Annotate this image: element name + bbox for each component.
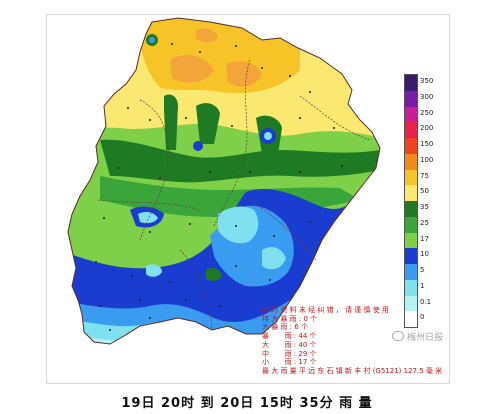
zone-dark-green-finger-2: [196, 103, 220, 144]
stats-line: 实 时 资 料 未 经 纠 错 ， 请 谨 慎 使 用: [262, 306, 389, 314]
legend-swatch: [405, 201, 417, 217]
legend-tick-label: 35: [420, 203, 429, 211]
figure-frame: [46, 14, 450, 384]
zone-cyan-spot-north: [264, 132, 272, 140]
stats-line: 中 雨 : 29 个: [262, 349, 317, 358]
zone-dark-green-finger-1: [164, 94, 178, 150]
legend-swatch: [405, 232, 417, 249]
zone-cyan-1: [218, 206, 259, 244]
stats-line: 暴 雨 : 44 个: [262, 332, 317, 341]
legend-tick-label: 5: [420, 266, 425, 274]
caption-day-unit-end: 日: [240, 396, 255, 411]
legend-swatch: [405, 248, 417, 264]
station-dots: [95, 43, 343, 331]
legend-tick-label: 150: [420, 140, 434, 148]
zone-orange-1: [170, 55, 214, 83]
legend-swatch: [405, 185, 417, 201]
legend-tick-label: 17: [420, 234, 429, 243]
caption-hour-end: 15: [259, 396, 280, 411]
stats-line: 最 大 雨 量 平 远 东 石 镇 新 丰 村 (G5121) 127.5 毫 …: [262, 366, 443, 375]
stats-line: 大 暴 雨 : 6 个: [262, 323, 308, 332]
stats-line: 大 雨 : 40 个: [262, 340, 317, 349]
caption-day-end: 20: [220, 396, 241, 411]
caption-minute: 35: [299, 396, 320, 411]
legend-swatch: [405, 279, 417, 296]
caption-title: 雨 量: [339, 396, 373, 411]
map-caption: 19日 20时 到 20日 15时 35分 雨 量: [0, 392, 494, 411]
legend-swatch: [405, 138, 417, 154]
zone-blue-spot-center: [193, 141, 203, 151]
zone-dark-green-band: [100, 139, 380, 183]
rainfall-statistics: 实 时 资 料 未 经 纠 错 ， 请 谨 慎 使 用特 大 暴 雨 : 0 个…: [262, 306, 442, 376]
zone-cyan-spot-west: [138, 211, 158, 224]
caption-hour-unit-end: 时: [279, 396, 294, 411]
zone-orange-3: [196, 28, 218, 43]
legend-tick-label: 0: [420, 313, 425, 322]
legend-tick-label: 25: [420, 218, 429, 227]
legend-tick-label: 0.1: [420, 297, 432, 306]
stats-line: 小 雨 : 17 个: [262, 358, 317, 367]
legend-swatch: [405, 75, 417, 91]
caption-day-unit-start: 日: [141, 396, 156, 411]
rainfall-zones: [68, 18, 380, 344]
legend-swatch: [405, 264, 417, 280]
caption-minute-unit: 分: [319, 396, 334, 411]
legend-swatch: [405, 122, 417, 138]
legend-tick-label: 1: [420, 281, 425, 290]
legend-tick-label: 250: [420, 108, 434, 117]
caption-to: 到: [200, 396, 215, 411]
legend-swatch: [405, 311, 417, 327]
legend-tick-label: 300: [420, 92, 434, 101]
caption-hour-unit-start: 时: [181, 396, 196, 411]
watermark-text: 梅州日报: [407, 333, 444, 343]
legend-swatch: [405, 169, 417, 186]
zone-cyan-spot-mid: [146, 264, 162, 277]
zone-cyan-2: [262, 247, 286, 270]
legend-swatch: [405, 90, 417, 107]
county-boundaries: [97, 59, 371, 331]
legend-tick-label: 350: [420, 77, 434, 85]
zone-orange-2: [226, 61, 262, 87]
caption-day-start: 19: [121, 396, 142, 411]
chat-bubble-icon: [392, 331, 404, 341]
zone-blue-spot-northwest: [149, 37, 155, 43]
watermark: 梅州日报: [392, 330, 443, 343]
legend-swatch: [405, 106, 417, 123]
legend-tick-label: 50: [420, 187, 429, 196]
legend-tick-label: 75: [420, 171, 429, 180]
legend-swatch: [405, 216, 417, 233]
stats-line: 特 大 暴 雨 : 0 个: [262, 314, 318, 323]
caption-hour-start: 20: [161, 396, 182, 411]
legend-tick-label: 100: [420, 155, 434, 164]
zone-dark-green-spot: [206, 268, 222, 281]
legend-colorbar: [404, 74, 418, 328]
legend-tick-label: 10: [420, 250, 429, 259]
zone-yellow: [140, 18, 300, 94]
legend-tick-label: 200: [420, 124, 434, 133]
legend-swatch: [405, 153, 417, 170]
legend-swatch: [405, 295, 417, 312]
region-outline: [67, 17, 381, 345]
